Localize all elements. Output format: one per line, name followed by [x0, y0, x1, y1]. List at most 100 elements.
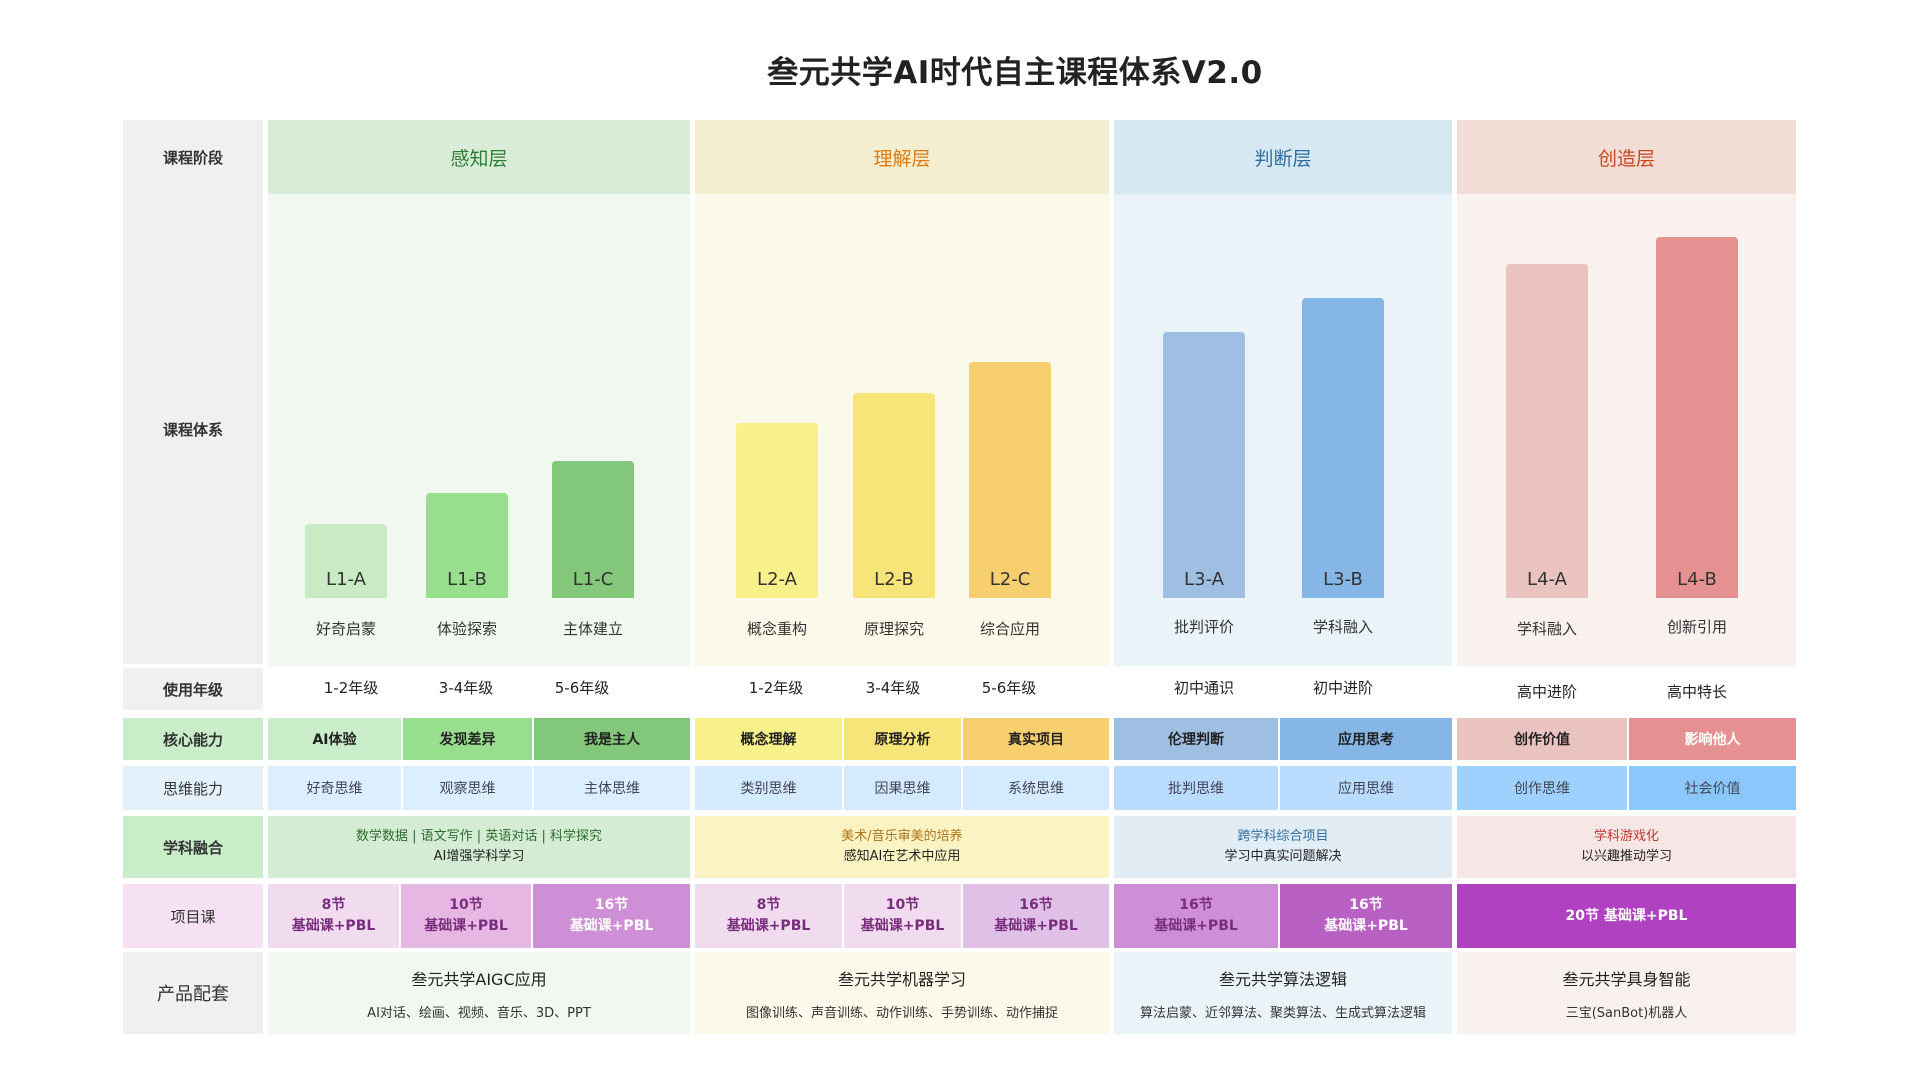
thinking-cell: 应用思维 [1280, 766, 1452, 810]
level-name: 批判评价 [1173, 617, 1234, 636]
phase-header-perception: 感知层 [268, 120, 690, 194]
level-bar-l1a: L1-A [305, 524, 387, 598]
thinking-cell: 因果思维 [844, 766, 961, 810]
level-name: 概念重构 [746, 619, 807, 638]
level-bar-l2a: L2-A [736, 423, 818, 598]
grade-cell: 高中特长 [1666, 682, 1727, 701]
level-code: L3-A [1184, 569, 1224, 590]
subject-line-2: 以兴趣推动学习 [1580, 849, 1672, 864]
grade-cell: 1-2年级 [748, 678, 804, 697]
level-bar-l1c: L1-C [552, 461, 634, 598]
project-count: 16节 [1019, 897, 1053, 913]
page-title: 叁元共学AI时代自主课程体系V2.0 [767, 54, 1263, 91]
thinking-cell: 好奇思维 [268, 766, 401, 810]
project-type: 基础课+PBL [994, 918, 1078, 934]
thinking-cell: 主体思维 [534, 766, 690, 810]
product-subtitle: 图像训练、声音训练、动作训练、手势训练、动作捕捉 [745, 1005, 1058, 1021]
level-code: L2-C [989, 569, 1031, 590]
subject-line-2: 学习中真实问题解决 [1224, 849, 1342, 864]
project-cell: 10节 基础课+PBL [844, 884, 961, 948]
row-label-thinking: 思维能力 [123, 766, 263, 810]
grade-cell: 高中进阶 [1516, 682, 1577, 701]
project-type: 基础课+PBL [291, 918, 376, 934]
level-name: 学科融入 [1312, 617, 1373, 636]
subject-line-1: 美术/音乐审美的培养 [841, 829, 963, 844]
grade-cell: 5-6年级 [981, 678, 1037, 697]
level-name: 好奇启蒙 [315, 619, 376, 638]
subject-cell: 美术/音乐审美的培养 感知AI在艺术中应用 [695, 816, 1109, 878]
level-bar-l2b: L2-B [853, 393, 935, 598]
subject-cell: 数学数据 | 语文写作 | 英语对话 | 科学探究 AI增强学科学习 [268, 816, 690, 878]
project-type: 基础课+PBL [1324, 918, 1408, 934]
project-count: 20节 基础课+PBL [1565, 907, 1688, 924]
thinking-cell: 社会价值 [1629, 766, 1796, 810]
subject-line-1: 数学数据 | 语文写作 | 英语对话 | 科学探究 [356, 829, 602, 844]
level-bar-l1b: L1-B [426, 493, 508, 598]
core-ability-cell: 应用思考 [1280, 718, 1452, 760]
grade-cell: 初中进阶 [1312, 678, 1373, 697]
row-label-product: 产品配套 [123, 952, 263, 1034]
subject-line-1: 跨学科综合项目 [1237, 829, 1329, 844]
product-subtitle: 三宝(SanBot)机器人 [1565, 1005, 1688, 1021]
row-label-stage: 课程阶段 [123, 120, 263, 194]
product-title: 叁元共学算法逻辑 [1218, 969, 1347, 989]
project-count: 16节 [1179, 897, 1213, 913]
thinking-cell: 系统思维 [963, 766, 1109, 810]
level-code: L3-B [1323, 569, 1363, 590]
level-bar-l4a: L4-A [1506, 264, 1588, 598]
level-code: L1-B [447, 569, 487, 590]
project-count: 8节 [756, 897, 781, 913]
project-cell: 16节 基础课+PBL [1280, 884, 1452, 948]
project-cell: 20节 基础课+PBL [1457, 884, 1796, 948]
level-bar-l3b: L3-B [1302, 298, 1384, 598]
project-cell: 16节 基础课+PBL [1114, 884, 1278, 948]
row-label-grade: 使用年级 [123, 668, 263, 710]
row-label-subject: 学科融合 [123, 816, 263, 878]
project-cell: 10节 基础课+PBL [401, 884, 531, 948]
row-label-core: 核心能力 [123, 718, 263, 760]
project-count: 16节 [594, 897, 629, 913]
project-count: 8节 [321, 897, 346, 913]
level-name: 学科融入 [1516, 619, 1577, 638]
project-cell: 16节 基础课+PBL [533, 884, 690, 948]
project-type: 基础课+PBL [726, 918, 811, 934]
core-ability-cell: 真实项目 [963, 718, 1109, 760]
subject-line-2: 感知AI在艺术中应用 [843, 849, 961, 864]
project-type: 基础课+PBL [1154, 918, 1238, 934]
project-cell: 8节 基础课+PBL [695, 884, 842, 948]
product-title: 叁元共学机器学习 [837, 969, 966, 989]
grade-cell: 初中通识 [1173, 678, 1234, 697]
row-label-project: 项目课 [123, 884, 263, 948]
subject-line-2: AI增强学科学习 [433, 849, 525, 864]
core-ability-cell: 我是主人 [534, 718, 690, 760]
project-count: 10节 [885, 897, 920, 913]
phase-header-judgement: 判断层 [1114, 120, 1452, 194]
project-type: 基础课+PBL [860, 918, 945, 934]
product-subtitle: 算法启蒙、近邻算法、聚类算法、生成式算法逻辑 [1139, 1005, 1426, 1021]
grade-cell: 3-4年级 [865, 678, 921, 697]
project-type: 基础课+PBL [424, 918, 508, 934]
thinking-cell: 观察思维 [403, 766, 532, 810]
product-cell: 叁元共学AIGC应用 AI对话、绘画、视频、音乐、3D、PPT [268, 952, 690, 1034]
project-cell: 16节 基础课+PBL [963, 884, 1109, 948]
project-count: 16节 [1349, 897, 1383, 913]
core-ability-cell: 伦理判断 [1114, 718, 1278, 760]
core-ability-cell: AI体验 [268, 718, 401, 760]
level-name: 创新引用 [1666, 617, 1727, 636]
grade-cell: 3-4年级 [438, 678, 494, 697]
subject-cell: 学科游戏化 以兴趣推动学习 [1457, 816, 1796, 878]
core-ability-cell: 原理分析 [844, 718, 961, 760]
level-bar-l4b: L4-B [1656, 237, 1738, 598]
grade-cell: 1-2年级 [323, 678, 379, 697]
thinking-cell: 类别思维 [695, 766, 842, 810]
thinking-cell: 创作思维 [1457, 766, 1627, 810]
subject-line-1: 学科游戏化 [1593, 829, 1659, 844]
product-title: 叁元共学AIGC应用 [411, 969, 547, 989]
core-ability-cell: 影响他人 [1629, 718, 1796, 760]
project-type: 基础课+PBL [569, 918, 654, 934]
core-ability-cell: 创作价值 [1457, 718, 1627, 760]
level-name: 主体建立 [562, 619, 623, 638]
phase-header-understanding: 理解层 [695, 120, 1109, 194]
product-cell: 叁元共学机器学习 图像训练、声音训练、动作训练、手势训练、动作捕捉 [695, 952, 1109, 1034]
level-name: 体验探索 [436, 619, 497, 638]
